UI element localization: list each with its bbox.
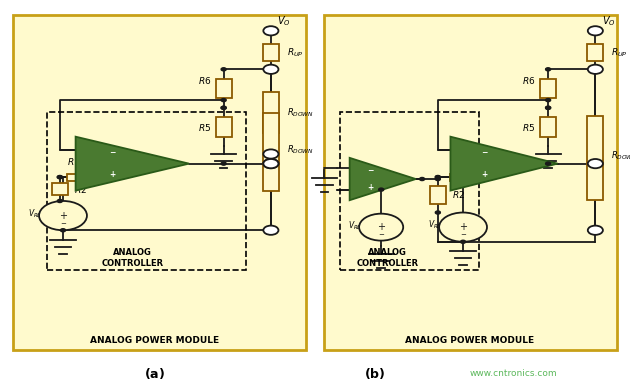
Circle shape bbox=[57, 176, 62, 179]
Bar bbox=[215, 117, 231, 137]
Text: ANALOG POWER MODULE: ANALOG POWER MODULE bbox=[405, 336, 534, 345]
Text: −: − bbox=[481, 148, 488, 157]
Text: $R_{UP}$: $R_{UP}$ bbox=[611, 46, 627, 59]
Bar bbox=[263, 92, 278, 133]
Text: $R5$: $R5$ bbox=[198, 122, 211, 132]
Bar bbox=[263, 44, 278, 61]
Text: $R5$: $R5$ bbox=[522, 122, 536, 132]
Circle shape bbox=[57, 176, 62, 179]
Circle shape bbox=[588, 159, 603, 168]
Bar bbox=[263, 113, 278, 191]
Text: www.cntronics.com: www.cntronics.com bbox=[469, 369, 558, 378]
Circle shape bbox=[546, 106, 551, 109]
Circle shape bbox=[60, 229, 66, 232]
Circle shape bbox=[546, 99, 551, 102]
Bar bbox=[324, 15, 617, 350]
Text: $V_{REF}$: $V_{REF}$ bbox=[428, 219, 445, 231]
Text: $R_{DOWN}$: $R_{DOWN}$ bbox=[287, 107, 314, 119]
Bar bbox=[587, 116, 604, 200]
Text: $\mathbf{(b)}$: $\mathbf{(b)}$ bbox=[364, 366, 386, 381]
Text: +: + bbox=[377, 222, 385, 232]
Bar bbox=[67, 174, 80, 181]
Polygon shape bbox=[350, 158, 416, 200]
Text: +: + bbox=[59, 211, 67, 221]
Text: $V_O$: $V_O$ bbox=[602, 14, 616, 28]
Text: $R6$: $R6$ bbox=[198, 75, 211, 86]
Text: $V_{REF}$: $V_{REF}$ bbox=[28, 208, 45, 220]
Text: −: − bbox=[460, 232, 466, 238]
Circle shape bbox=[263, 26, 278, 35]
Text: $V_O$: $V_O$ bbox=[277, 14, 291, 28]
Circle shape bbox=[435, 177, 440, 181]
Text: +: + bbox=[368, 183, 374, 192]
Circle shape bbox=[546, 106, 551, 109]
Text: $R_{UP}$: $R_{UP}$ bbox=[287, 46, 303, 59]
Text: $R_{DOWN}$: $R_{DOWN}$ bbox=[611, 149, 630, 162]
Polygon shape bbox=[450, 137, 558, 191]
Circle shape bbox=[420, 177, 425, 181]
Bar bbox=[215, 79, 231, 98]
Circle shape bbox=[263, 149, 278, 159]
Circle shape bbox=[435, 176, 440, 179]
Text: $R2$: $R2$ bbox=[74, 184, 87, 194]
Circle shape bbox=[263, 226, 278, 235]
Text: $R6$: $R6$ bbox=[522, 75, 536, 86]
Text: $R1$: $R1$ bbox=[67, 156, 80, 167]
Bar bbox=[13, 15, 306, 350]
Text: $R_{DOWN}$: $R_{DOWN}$ bbox=[287, 144, 314, 156]
Circle shape bbox=[221, 68, 226, 71]
Text: +: + bbox=[459, 222, 467, 232]
Text: $R2$: $R2$ bbox=[452, 189, 465, 200]
Bar bbox=[541, 117, 556, 137]
Circle shape bbox=[379, 188, 384, 191]
Text: $\mathbf{(a)}$: $\mathbf{(a)}$ bbox=[144, 366, 165, 381]
Bar bbox=[52, 183, 68, 195]
Text: $R1$: $R1$ bbox=[456, 156, 469, 167]
Circle shape bbox=[263, 159, 278, 168]
Bar bbox=[430, 186, 446, 204]
Bar bbox=[340, 112, 479, 270]
Text: −: − bbox=[368, 166, 374, 175]
Circle shape bbox=[263, 159, 278, 168]
Circle shape bbox=[57, 199, 62, 203]
Circle shape bbox=[221, 106, 226, 109]
Circle shape bbox=[435, 176, 440, 179]
Circle shape bbox=[435, 211, 440, 214]
Bar bbox=[47, 112, 246, 270]
Circle shape bbox=[588, 226, 603, 235]
Circle shape bbox=[588, 26, 603, 35]
Circle shape bbox=[221, 162, 226, 165]
Text: −: − bbox=[109, 148, 115, 157]
Circle shape bbox=[359, 214, 403, 241]
Text: +: + bbox=[481, 171, 488, 179]
Circle shape bbox=[588, 65, 603, 74]
Bar bbox=[541, 79, 556, 98]
Text: ANALOG
CONTROLLER: ANALOG CONTROLLER bbox=[357, 248, 418, 268]
Circle shape bbox=[546, 68, 551, 71]
Circle shape bbox=[439, 213, 487, 242]
Polygon shape bbox=[76, 137, 189, 191]
Bar bbox=[450, 174, 475, 181]
Bar bbox=[587, 44, 604, 61]
Circle shape bbox=[546, 162, 551, 165]
Text: −: − bbox=[60, 221, 66, 227]
Circle shape bbox=[263, 65, 278, 74]
Text: −: − bbox=[378, 231, 384, 238]
Circle shape bbox=[39, 201, 87, 230]
Circle shape bbox=[221, 99, 226, 102]
Text: ANALOG POWER MODULE: ANALOG POWER MODULE bbox=[90, 336, 219, 345]
Text: +: + bbox=[109, 171, 115, 179]
Text: $V_{REF}$: $V_{REF}$ bbox=[348, 219, 366, 232]
Circle shape bbox=[461, 240, 466, 243]
Circle shape bbox=[221, 106, 226, 109]
Text: ANALOG
CONTROLLER: ANALOG CONTROLLER bbox=[101, 248, 163, 268]
